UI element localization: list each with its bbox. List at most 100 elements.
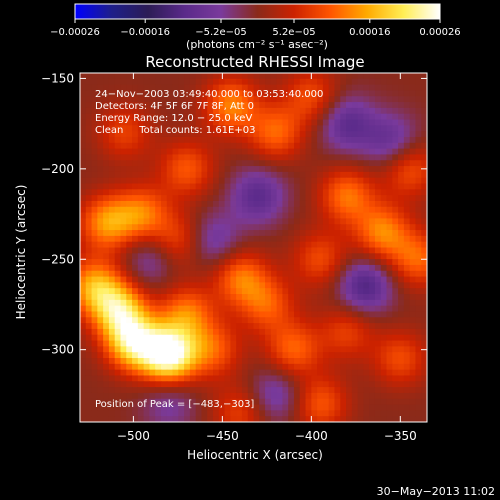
- heatmap-cell: [143, 346, 150, 353]
- heatmap-cell: [421, 183, 427, 190]
- heatmap-cell: [241, 125, 249, 132]
- heatmap-cell: [189, 375, 197, 382]
- heatmap-cell: [149, 392, 156, 400]
- heatmap-cell: [160, 410, 168, 417]
- heatmap-cell: [120, 398, 127, 406]
- heatmap-cell: [346, 375, 353, 382]
- heatmap-cell: [137, 200, 145, 208]
- heatmap-cell: [299, 212, 307, 220]
- heatmap-cell: [282, 78, 289, 86]
- heatmap-cell: [403, 392, 411, 400]
- heatmap-cell: [103, 136, 110, 144]
- heatmap-cell: [421, 154, 427, 161]
- heatmap-cell: [293, 107, 301, 115]
- heatmap-cell: [201, 259, 208, 266]
- heatmap-cell: [91, 358, 98, 365]
- heatmap-cell: [334, 131, 341, 138]
- heatmap-cell: [213, 241, 220, 249]
- heatmap-cell: [346, 264, 353, 272]
- heatmap-cell: [184, 387, 191, 394]
- heatmap-cell: [120, 136, 127, 144]
- heatmap-cell: [374, 323, 382, 330]
- heatmap-cell: [398, 131, 405, 138]
- heatmap-cell: [380, 276, 388, 283]
- heatmap-cell: [415, 160, 422, 167]
- heatmap-cell: [322, 136, 330, 144]
- heatmap-cell: [207, 363, 214, 371]
- heatmap-cell: [357, 183, 364, 190]
- heatmap-cell: [369, 224, 376, 231]
- heatmap-cell: [421, 282, 427, 289]
- heatmap-cell: [305, 416, 312, 422]
- heatmap-cell: [322, 125, 330, 132]
- heatmap-cell: [224, 334, 231, 342]
- heatmap-cell: [363, 136, 370, 144]
- heatmap-cell: [207, 125, 214, 132]
- heatmap-cell: [247, 358, 255, 365]
- heatmap-cell: [351, 78, 359, 86]
- heatmap-cell: [305, 142, 312, 150]
- heatmap-cell: [363, 218, 370, 225]
- heatmap-cell: [184, 189, 191, 196]
- heatmap-cell: [340, 84, 347, 92]
- heatmap-cell: [317, 166, 324, 173]
- heatmap-cell: [253, 317, 260, 324]
- heatmap-cell: [317, 358, 324, 365]
- heatmap-cell: [172, 136, 179, 144]
- heatmap-cell: [374, 276, 382, 283]
- heatmap-cell: [380, 171, 388, 179]
- heatmap-cell: [230, 218, 237, 225]
- heatmap-cell: [172, 328, 179, 336]
- colorbar-ticks: −0.00026 −0.00016 −5.2e−05 5.2e−05 0.00016 0.…: [50, 19, 461, 38]
- heatmap-cell: [369, 148, 376, 156]
- heatmap-cell: [132, 416, 139, 422]
- heatmap-cell: [334, 270, 341, 278]
- heatmap-cell: [91, 317, 98, 324]
- heatmap-cell: [103, 200, 110, 208]
- heatmap-cell: [299, 177, 307, 185]
- heatmap-cell: [398, 195, 405, 202]
- heatmap-cell: [218, 328, 226, 336]
- heatmap-cell: [322, 183, 330, 190]
- heatmap-cell: [207, 84, 214, 92]
- heatmap-cell: [276, 288, 284, 295]
- heatmap-cell: [357, 387, 364, 394]
- heatmap-cell: [85, 131, 93, 138]
- heatmap-cell: [421, 189, 427, 196]
- heatmap-cell: [374, 317, 382, 324]
- heatmap-cell: [265, 299, 272, 307]
- heatmap-cell: [108, 148, 116, 156]
- heatmap-cell: [224, 270, 231, 278]
- heatmap-cell: [91, 73, 98, 80]
- heatmap-cell: [276, 206, 284, 214]
- heatmap-cell: [265, 288, 272, 295]
- heatmap-cell: [386, 166, 393, 173]
- heatmap-cell: [265, 410, 272, 417]
- heatmap-cell: [340, 247, 347, 254]
- heatmap-cell: [178, 224, 185, 231]
- heatmap-cell: [126, 253, 133, 260]
- heatmap-cell: [253, 270, 260, 278]
- heatmap-cell: [114, 90, 122, 97]
- heatmap-cell: [398, 410, 405, 417]
- heatmap-cell: [351, 177, 359, 185]
- heatmap-cell: [241, 334, 249, 342]
- heatmap-cell: [398, 282, 405, 289]
- heatmap-cell: [276, 253, 284, 260]
- axis-ticks: −500 −450 −400 −350−150−200−250−300: [41, 71, 427, 443]
- heatmap-cell: [265, 142, 272, 150]
- heatmap-cell: [213, 340, 220, 347]
- heatmap-cell: [369, 241, 376, 249]
- heatmap-cell: [299, 142, 307, 150]
- heatmap-cell: [97, 177, 104, 185]
- heatmap-cell: [132, 259, 139, 266]
- heatmap-cell: [114, 136, 122, 144]
- heatmap-cell: [259, 160, 266, 167]
- heatmap-cell: [137, 305, 145, 313]
- colorbar-tick-label: −0.00016: [120, 27, 170, 38]
- heatmap-cell: [317, 387, 324, 394]
- heatmap-cell: [328, 404, 336, 411]
- heatmap-cell: [172, 282, 179, 289]
- heatmap-cell: [305, 148, 312, 156]
- heatmap-cell: [97, 84, 104, 92]
